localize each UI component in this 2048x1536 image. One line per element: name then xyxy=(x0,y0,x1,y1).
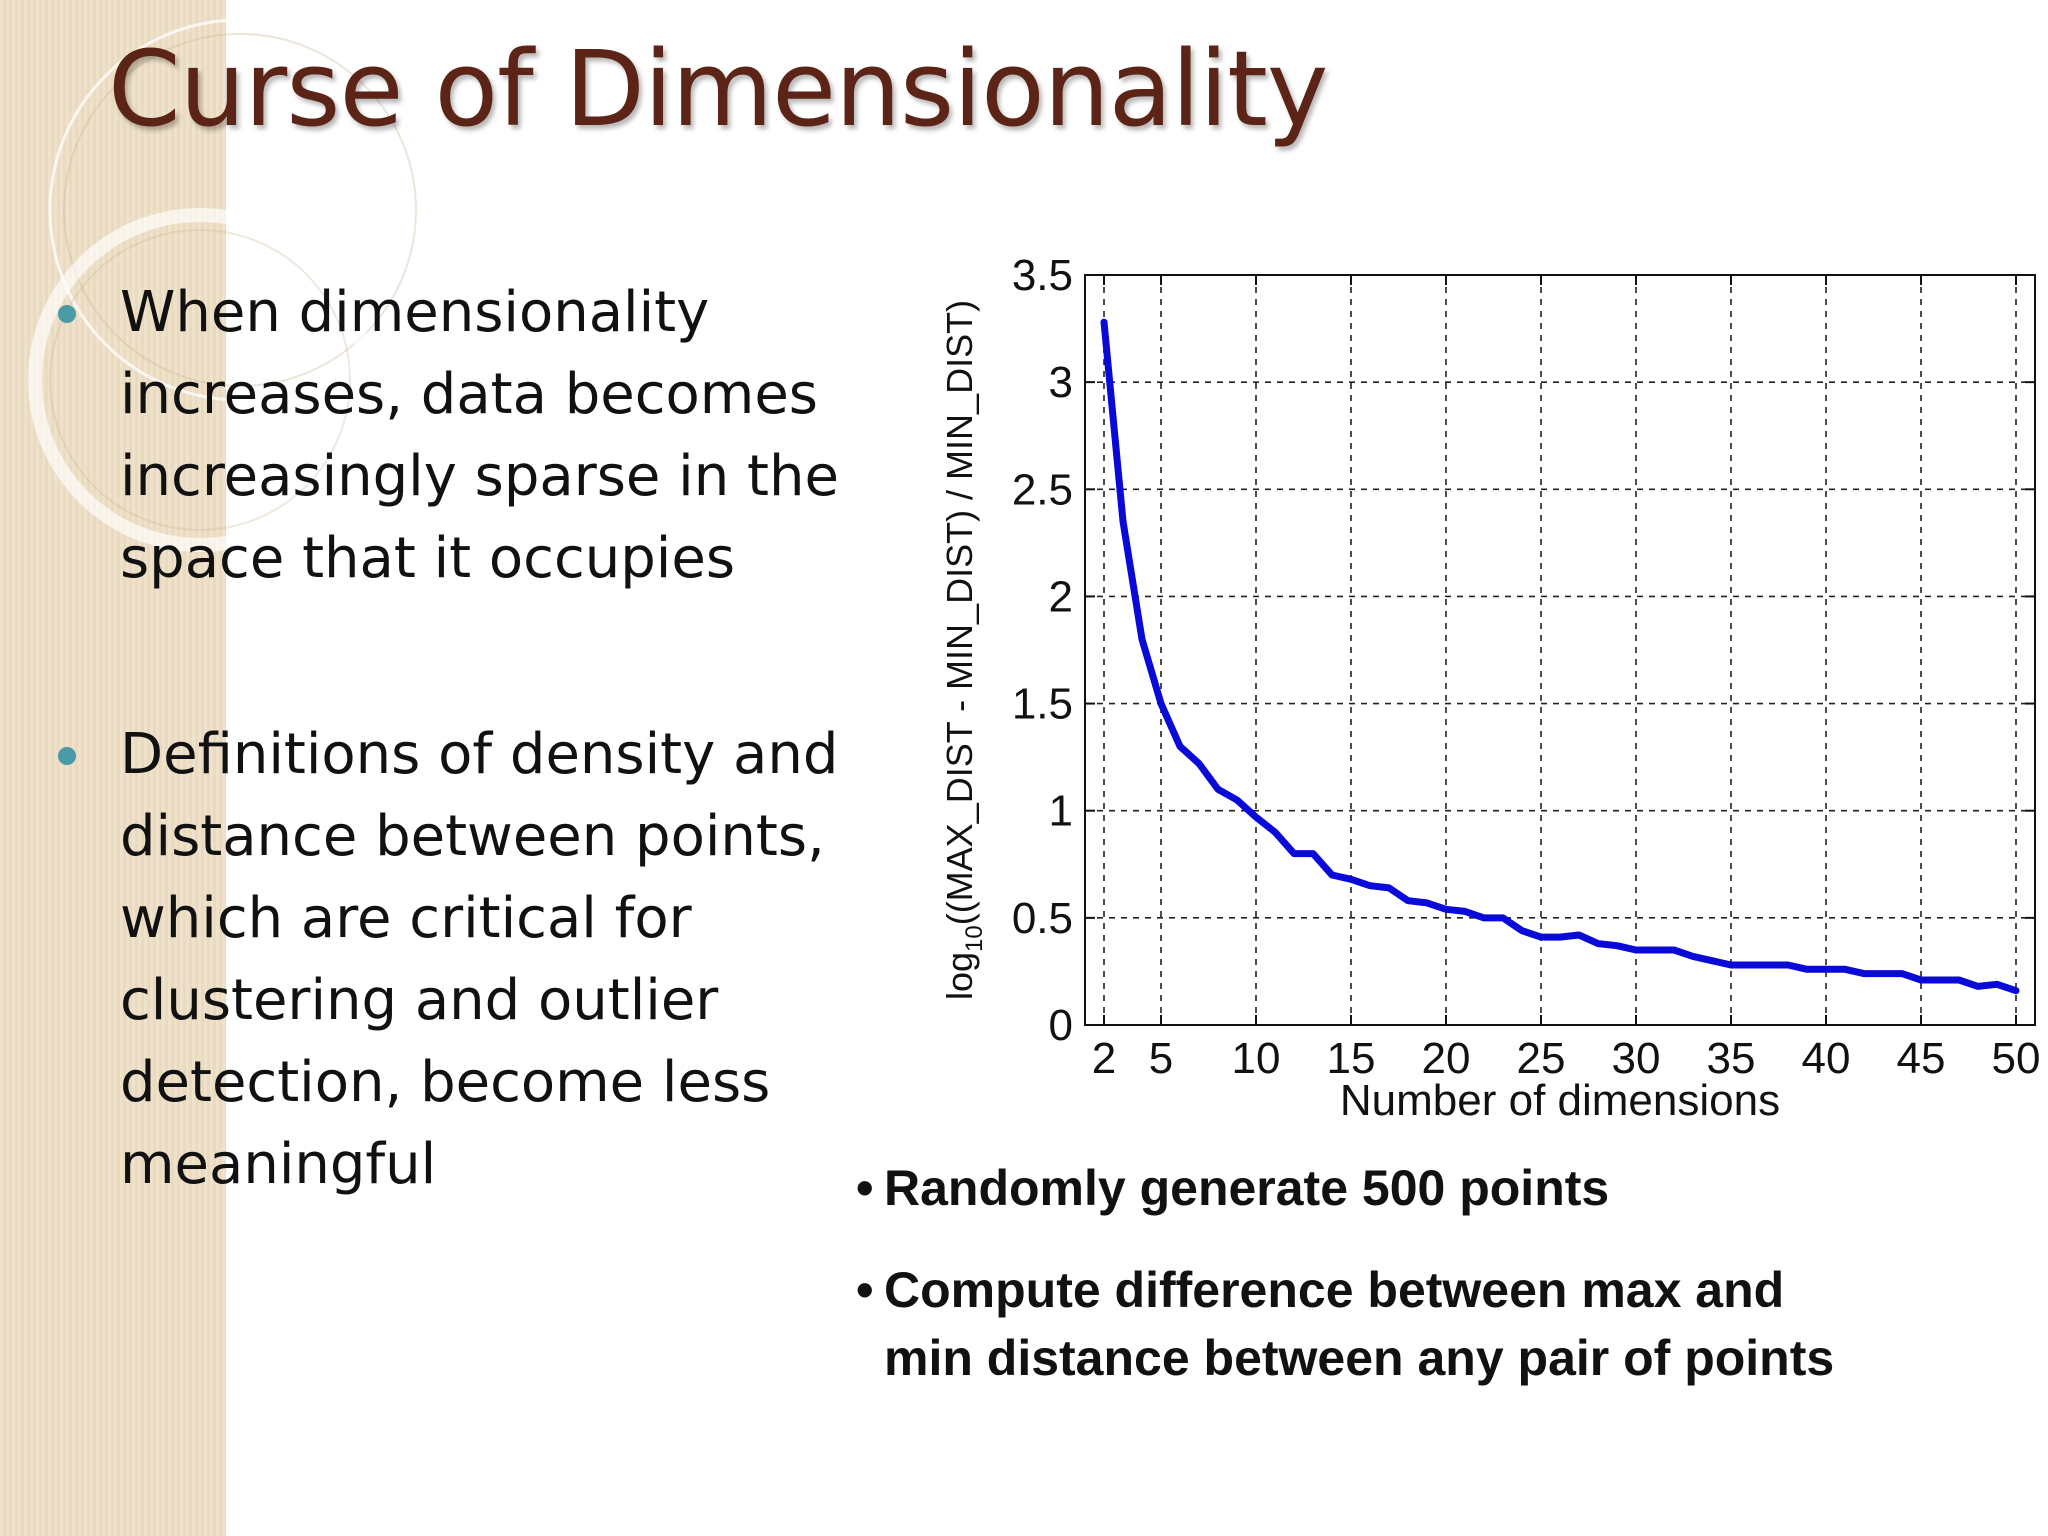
bullet-line: clustering and outlier xyxy=(120,968,719,1033)
x-tick-label: 35 xyxy=(1707,1034,1756,1083)
note-2: • Compute difference between max and min… xyxy=(856,1256,1834,1392)
bullet-line: Definitions of density and xyxy=(120,722,839,787)
bullet-line: distance between points, xyxy=(120,804,825,869)
bullet-line: meaningful xyxy=(120,1132,437,1197)
bullet-line: detection, become less xyxy=(120,1050,771,1115)
note-line: Randomly generate 500 points xyxy=(884,1160,1610,1216)
plot-frame xyxy=(1084,274,2036,1026)
x-tick-label: 10 xyxy=(1232,1034,1281,1083)
x-tick-label: 40 xyxy=(1802,1034,1851,1083)
y-tick-label: 2 xyxy=(1049,572,1073,621)
bullet-1: When dimensionality increases, data beco… xyxy=(58,272,840,600)
y-tick-label: 3 xyxy=(1049,358,1073,407)
decorative-rings xyxy=(28,18,432,552)
y-axis-label: log10((MAX_DIST - MIN_DIST) / MIN_DIST) xyxy=(939,300,988,1000)
x-tick-label: 45 xyxy=(1897,1034,1946,1083)
series-line xyxy=(1100,318,2020,995)
x-tick-label: 5 xyxy=(1149,1034,1173,1083)
y-tick-label: 1 xyxy=(1049,787,1073,836)
bullet-2: Definitions of density and distance betw… xyxy=(58,714,840,1206)
note-line: min distance between any pair of points xyxy=(884,1330,1835,1386)
y-tick-label: 3.5 xyxy=(1012,251,1073,300)
y-tick-label: 2.5 xyxy=(1012,465,1073,514)
x-tick-label: 15 xyxy=(1327,1034,1376,1083)
bullet-dot-icon xyxy=(58,747,76,765)
plot-area xyxy=(1085,275,2035,1025)
bullet-line: When dimensionality xyxy=(120,280,710,345)
x-tick-label: 2 xyxy=(1092,1034,1116,1083)
note-bullet-mark: • xyxy=(856,1160,874,1216)
x-tick-label: 25 xyxy=(1517,1034,1566,1083)
x-axis-label: Number of dimensions xyxy=(1340,1076,1780,1125)
y-tick-label: 0 xyxy=(1049,1001,1073,1050)
note-bullet-mark: • xyxy=(856,1262,874,1318)
x-tick-label: 30 xyxy=(1612,1034,1661,1083)
bullet-line: which are critical for xyxy=(120,886,692,951)
bullet-line: space that it occupies xyxy=(120,526,735,591)
x-tick-label: 20 xyxy=(1422,1034,1471,1083)
bullet-dot-icon xyxy=(58,305,76,323)
bullet-line: increasingly sparse in the xyxy=(120,444,839,509)
slide-title: Curse of Dimensionality xyxy=(108,28,1328,150)
side-band xyxy=(0,0,226,1536)
y-tick-label: 1.5 xyxy=(1012,680,1073,729)
y-tick-label: 0.5 xyxy=(1012,894,1073,943)
bullet-line: increases, data becomes xyxy=(120,362,818,427)
note-line: Compute difference between max and xyxy=(884,1262,1785,1318)
x-tick-label: 50 xyxy=(1992,1034,2041,1083)
note-1: • Randomly generate 500 points xyxy=(856,1154,1609,1222)
dimensionality-chart: 2 5 10 15 20 25 30 35 40 45 5000.511.522.533.5Numb… xyxy=(939,251,2041,1125)
